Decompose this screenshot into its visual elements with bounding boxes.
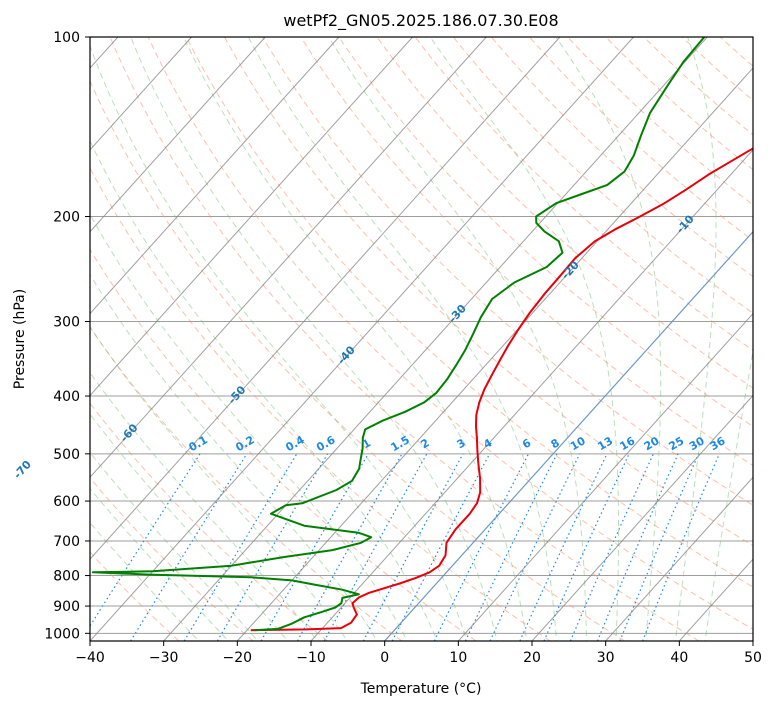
- moist-adiabat: [90, 487, 229, 641]
- mixing-ratio-line: [569, 453, 654, 641]
- x-tick-label: 40: [670, 650, 688, 666]
- isotherm-line: [531, 394, 753, 641]
- isotherm-line: [90, 37, 487, 479]
- dry-adiabat: [90, 326, 403, 641]
- isotherm-line: [90, 37, 561, 560]
- x-tick-label: 10: [449, 650, 467, 666]
- isotherm-line: [163, 37, 708, 641]
- x-axis-label: Temperature (°C): [360, 681, 482, 697]
- isotherm-line: [90, 37, 340, 315]
- moist-adiabat: [183, 37, 528, 641]
- moist-adiabat-lines: [90, 37, 753, 641]
- moist-adiabat: [429, 37, 619, 641]
- y-tick-label: 500: [53, 447, 80, 463]
- x-tick-label: 0: [380, 650, 389, 666]
- dry-adiabat: [90, 248, 477, 641]
- y-tick-label: 200: [53, 210, 80, 226]
- x-tick-label: 50: [744, 650, 762, 666]
- dry-adiabat: [338, 37, 753, 428]
- moist-adiabat: [247, 37, 558, 641]
- moist-adiabat: [90, 451, 259, 641]
- dry-adiabat: [376, 37, 753, 389]
- moist-adiabat: [90, 44, 468, 641]
- y-tick-label: 800: [53, 569, 80, 585]
- dry-adiabat: [567, 37, 753, 206]
- y-tick-label: 300: [53, 315, 80, 331]
- x-tick-label: −10: [296, 650, 326, 666]
- moist-adiabat: [674, 37, 717, 641]
- isotherm-line: [310, 149, 753, 641]
- isotherm-line: [90, 37, 266, 233]
- y-tick-label: 400: [53, 389, 80, 405]
- moist-adiabat: [555, 37, 662, 641]
- y-tick-label: 900: [53, 599, 80, 615]
- dry-adiabat: [147, 37, 753, 630]
- temperature-profile-line: [250, 147, 753, 632]
- sounding-profiles: [91, 37, 753, 632]
- dry-adiabat: [529, 37, 753, 242]
- moist-adiabat: [90, 413, 289, 641]
- x-tick-label: −40: [75, 650, 105, 666]
- y-tick-label: 600: [53, 494, 80, 510]
- mixing-ratio-line: [130, 453, 248, 641]
- zero-isotherm-line: [384, 230, 753, 641]
- y-axis-label: Pressure (hPa): [12, 289, 28, 389]
- x-tick-label: 20: [523, 650, 541, 666]
- dry-adiabat: [414, 37, 753, 352]
- moist-adiabat: [90, 371, 319, 641]
- dewpoint-profile-line: [91, 37, 706, 632]
- moist-adiabat: [90, 139, 438, 641]
- x-tick-label: −30: [149, 650, 179, 666]
- mixing-ratio-line: [596, 453, 679, 641]
- y-tick-label: 1000: [44, 626, 80, 642]
- dry-adiabat: [262, 37, 753, 506]
- x-tick-label: −20: [223, 650, 253, 666]
- mixing-ratio-line: [433, 453, 530, 641]
- chart-title: wetPf2_GN05.2025.186.07.30.E08: [283, 11, 558, 31]
- dry-adiabat: [605, 37, 753, 171]
- isotherm-line: [457, 312, 753, 641]
- mixing-ratio-line: [183, 453, 298, 641]
- mixing-ratio-line: [260, 453, 369, 641]
- moist-adiabat: [90, 325, 348, 641]
- y-tick-label: 700: [53, 534, 80, 550]
- plot-area: [90, 37, 753, 641]
- isotherm-line: [90, 37, 413, 397]
- moist-adiabat: [328, 37, 587, 641]
- dry-adiabat: [90, 167, 551, 641]
- dry-adiabat: [185, 37, 753, 588]
- dry-adiabat: [109, 37, 700, 641]
- y-tick-label: 100: [53, 30, 80, 46]
- mixing-ratio-lines: [90, 453, 720, 641]
- dry-adiabat: [90, 402, 328, 641]
- isotherm-line: [90, 37, 192, 151]
- x-axis-ticks: −40 −30 −20 −10 0 10 20 30 40 50: [75, 641, 762, 666]
- mixing-ratio-line: [362, 453, 464, 641]
- moist-adiabat: [704, 348, 753, 641]
- dry-adiabat: [90, 79, 625, 641]
- isotherm-line: [90, 37, 634, 641]
- isotherm-lines: [90, 37, 753, 641]
- y-axis-ticks: 100 200 300 400 500 600 700 800 900 1000: [44, 30, 90, 642]
- x-tick-label: 30: [597, 650, 615, 666]
- moist-adiabat: [130, 37, 498, 641]
- mixing-ratio-line: [90, 453, 201, 628]
- isotherm-line: [605, 476, 753, 641]
- plot-frame: [89, 36, 754, 642]
- isotherm-line: [236, 67, 753, 641]
- mixing-ratio-line: [391, 453, 491, 641]
